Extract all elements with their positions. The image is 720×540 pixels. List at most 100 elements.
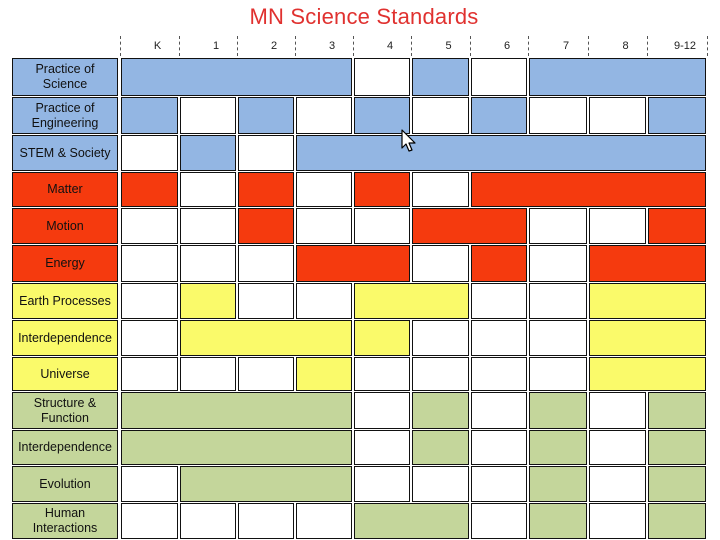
mouse-pointer-icon bbox=[401, 129, 416, 152]
grade-cell bbox=[296, 172, 352, 207]
grade-cell bbox=[589, 430, 646, 465]
grade-cell bbox=[238, 357, 294, 391]
grade-cell bbox=[354, 208, 410, 244]
grade-cell bbox=[412, 97, 469, 134]
coverage-bar bbox=[648, 208, 706, 244]
coverage-bar bbox=[589, 245, 706, 282]
row-label: Structure & Function bbox=[12, 392, 118, 429]
grade-cell bbox=[471, 357, 527, 391]
grade-label: K bbox=[153, 40, 162, 52]
coverage-bar bbox=[354, 320, 410, 356]
coverage-bar bbox=[471, 97, 527, 134]
grade-cell bbox=[529, 97, 587, 134]
grade-label: 9-12 bbox=[673, 40, 697, 52]
grade-cell bbox=[180, 97, 236, 134]
coverage-bar bbox=[471, 245, 527, 282]
grade-divider bbox=[588, 36, 589, 56]
grade-cell bbox=[471, 58, 527, 96]
grade-divider bbox=[120, 36, 121, 56]
grade-label: 2 bbox=[270, 40, 278, 52]
coverage-bar bbox=[412, 208, 527, 244]
row-label: Evolution bbox=[12, 466, 118, 502]
grade-divider bbox=[353, 36, 354, 56]
grade-cell bbox=[412, 357, 469, 391]
coverage-bar bbox=[180, 320, 352, 356]
coverage-bar bbox=[648, 430, 706, 465]
grade-label: 6 bbox=[503, 40, 511, 52]
grade-cell bbox=[471, 320, 527, 356]
grade-cell bbox=[589, 208, 646, 244]
grade-cell bbox=[354, 392, 410, 429]
grade-cell bbox=[471, 283, 527, 319]
grade-divider bbox=[470, 36, 471, 56]
grade-cell bbox=[238, 503, 294, 539]
row-label: Practice of Engineering bbox=[12, 97, 118, 134]
grade-cell bbox=[238, 135, 294, 171]
coverage-bar bbox=[529, 430, 587, 465]
grade-divider bbox=[237, 36, 238, 56]
grade-cell bbox=[354, 58, 410, 96]
coverage-bar bbox=[296, 357, 352, 391]
grade-cell bbox=[589, 97, 646, 134]
grade-divider bbox=[295, 36, 296, 56]
grade-cell bbox=[296, 97, 352, 134]
coverage-bar bbox=[296, 245, 410, 282]
grade-cell bbox=[529, 320, 587, 356]
coverage-bar bbox=[121, 97, 178, 134]
grade-label: 4 bbox=[386, 40, 394, 52]
grade-cell bbox=[180, 503, 236, 539]
grade-cell bbox=[121, 503, 178, 539]
coverage-bar bbox=[354, 283, 469, 319]
grade-cell bbox=[354, 357, 410, 391]
grade-cell bbox=[180, 245, 236, 282]
coverage-bar bbox=[529, 392, 587, 429]
coverage-bar bbox=[529, 503, 587, 539]
grade-cell bbox=[529, 283, 587, 319]
coverage-bar bbox=[648, 97, 706, 134]
grade-cell bbox=[412, 466, 469, 502]
coverage-bar bbox=[354, 503, 469, 539]
grade-divider bbox=[707, 36, 708, 56]
coverage-bar bbox=[412, 58, 469, 96]
coverage-bar bbox=[121, 392, 352, 429]
coverage-bar bbox=[121, 172, 178, 207]
coverage-bar bbox=[238, 97, 294, 134]
coverage-bar bbox=[354, 172, 410, 207]
grade-cell bbox=[471, 430, 527, 465]
grade-cell bbox=[296, 503, 352, 539]
grade-cell bbox=[238, 245, 294, 282]
grade-cell bbox=[354, 430, 410, 465]
coverage-bar bbox=[354, 97, 410, 134]
coverage-bar bbox=[648, 392, 706, 429]
grade-label: 3 bbox=[328, 40, 336, 52]
grade-label: 1 bbox=[212, 40, 220, 52]
grade-cell bbox=[412, 245, 469, 282]
row-label: Interdependence bbox=[12, 430, 118, 465]
row-label: Practice of Science bbox=[12, 58, 118, 96]
coverage-bar bbox=[412, 392, 469, 429]
grade-cell bbox=[589, 392, 646, 429]
grade-cell bbox=[180, 357, 236, 391]
grade-cell bbox=[529, 208, 587, 244]
grade-cell bbox=[354, 466, 410, 502]
grade-label: 7 bbox=[562, 40, 570, 52]
grade-header: K 1 2 3 4 5 6 7 8 9-12 bbox=[0, 34, 720, 56]
grade-divider bbox=[179, 36, 180, 56]
grade-cell bbox=[589, 503, 646, 539]
row-label: Human Interactions bbox=[12, 503, 118, 539]
row-label: Interdependence bbox=[12, 320, 118, 356]
coverage-bar bbox=[121, 430, 352, 465]
coverage-bar bbox=[471, 172, 706, 207]
coverage-bar bbox=[412, 430, 469, 465]
coverage-bar bbox=[180, 135, 236, 171]
grade-divider bbox=[528, 36, 529, 56]
grade-cell bbox=[121, 357, 178, 391]
grade-cell bbox=[296, 208, 352, 244]
coverage-bar bbox=[238, 208, 294, 244]
coverage-bar bbox=[121, 58, 352, 96]
grade-cell bbox=[412, 172, 469, 207]
page-title: MN Science Standards bbox=[249, 4, 479, 29]
coverage-bar bbox=[648, 466, 706, 502]
grade-cell bbox=[238, 283, 294, 319]
